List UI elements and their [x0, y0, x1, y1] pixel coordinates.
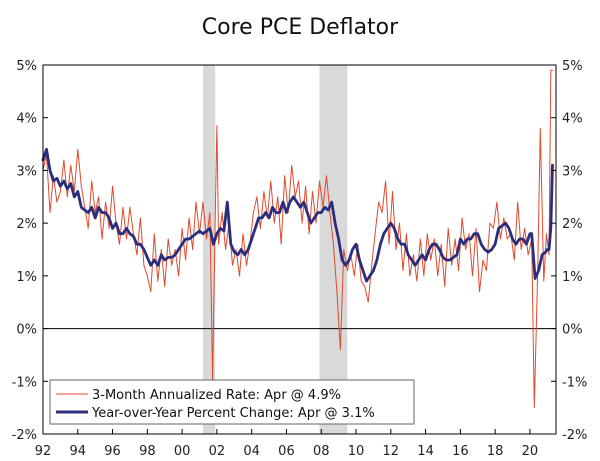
- xtick-label: 00: [174, 444, 191, 459]
- y-axis-left-labels: -2% -1% 0% 1% 2% 3% 4% 5%: [12, 59, 37, 443]
- xtick-label: 98: [139, 444, 156, 459]
- ytick-left-label: 1%: [16, 270, 37, 285]
- recession-band-0: [202, 65, 216, 434]
- ytick-right-label: 0%: [562, 323, 583, 338]
- xtick-label: 16: [452, 444, 469, 459]
- xtick-label: 92: [35, 444, 52, 459]
- legend: 3-Month Annualized Rate: Apr @ 4.9% Year…: [49, 379, 415, 425]
- ytick-right-label: 3%: [562, 164, 583, 179]
- series-line-0: [42, 69, 553, 409]
- plot-frame: [42, 64, 557, 435]
- xtick-label: 08: [313, 444, 330, 459]
- xtick-label: 94: [70, 444, 87, 459]
- xtick-label: 10: [348, 444, 365, 459]
- ytick-left-label: 2%: [16, 217, 37, 232]
- chart-title: Core PCE Deflator: [202, 15, 399, 40]
- y-axis-right-labels: -2% -1% 0% 1% 2% 3% 4% 5%: [562, 59, 587, 443]
- ytick-left-label: -2%: [12, 428, 37, 443]
- ytick-left-label: 5%: [16, 59, 37, 74]
- xtick-label: 96: [104, 444, 121, 459]
- ytick-left-label: -1%: [12, 375, 37, 390]
- ytick-right-label: -2%: [562, 428, 587, 443]
- ytick-right-label: 2%: [562, 217, 583, 232]
- ytick-left-label: 0%: [16, 323, 37, 338]
- xtick-label: 06: [278, 444, 295, 459]
- tick-marks: [42, 64, 556, 435]
- x-axis-labels: 92 94 96 98 00 02 04 06 08 10 12 14 16 18 20: [35, 444, 538, 459]
- xtick-label: 04: [243, 444, 260, 459]
- ytick-left-label: 4%: [16, 112, 37, 127]
- ytick-right-label: 4%: [562, 112, 583, 127]
- xtick-label: 02: [209, 444, 226, 459]
- ytick-right-label: 1%: [562, 270, 583, 285]
- ytick-right-label: 5%: [562, 59, 583, 74]
- xtick-label: 12: [383, 444, 400, 459]
- xtick-label: 14: [417, 444, 434, 459]
- xtick-label: 20: [522, 444, 539, 459]
- ytick-right-label: -1%: [562, 375, 587, 390]
- legend-label-3m: 3-Month Annualized Rate: Apr @ 4.9%: [92, 388, 341, 403]
- recession-shading: [202, 65, 348, 434]
- legend-box: [49, 379, 415, 425]
- ytick-left-label: 3%: [16, 164, 37, 179]
- legend-label-yoy: Year-over-Year Percent Change: Apr @ 3.1…: [91, 406, 375, 421]
- series-group: [41, 69, 554, 409]
- xtick-label: 18: [487, 444, 504, 459]
- series-line-1: [41, 147, 554, 283]
